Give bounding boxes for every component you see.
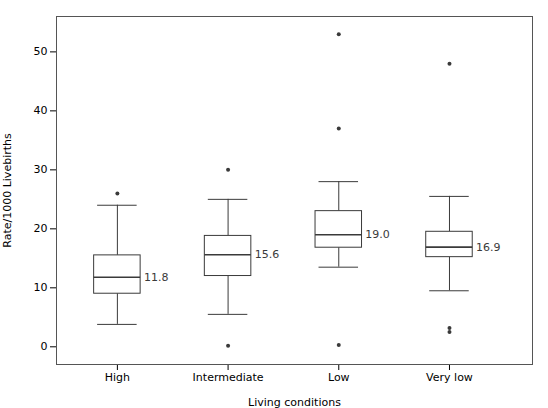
svg-text:19.0: 19.0 [365,228,390,241]
svg-text:Intermediate: Intermediate [193,371,264,384]
svg-text:Low: Low [328,371,350,384]
svg-text:50: 50 [34,45,48,58]
svg-text:Very low: Very low [426,371,473,384]
svg-text:Living conditions: Living conditions [248,396,341,408]
svg-text:30: 30 [34,163,48,176]
svg-text:15.6: 15.6 [255,248,280,261]
svg-text:Rate/1000 Livebirths: Rate/1000 Livebirths [1,133,14,248]
svg-text:16.9: 16.9 [476,241,501,254]
svg-text:20: 20 [34,222,48,235]
svg-text:High: High [105,371,130,384]
svg-text:10: 10 [34,281,48,294]
svg-text:0: 0 [41,340,48,353]
svg-text:40: 40 [34,104,48,117]
svg-text:11.8: 11.8 [144,271,169,284]
